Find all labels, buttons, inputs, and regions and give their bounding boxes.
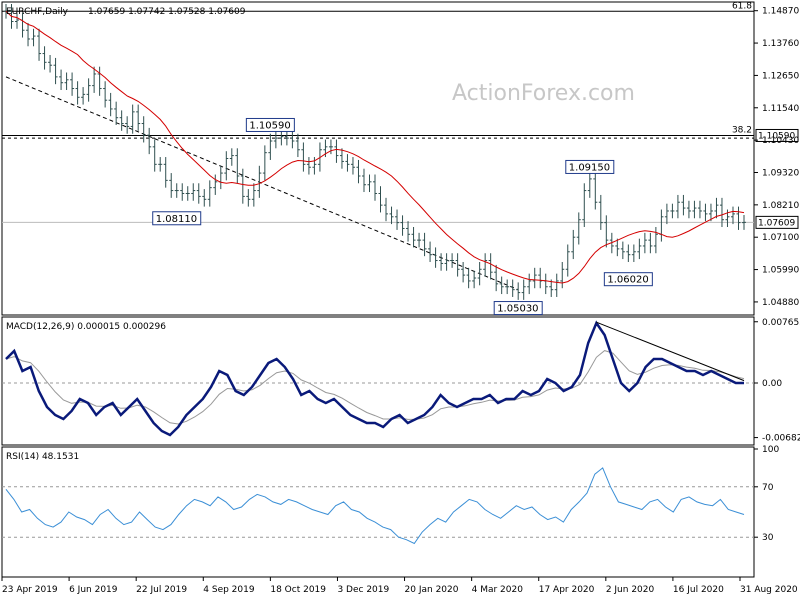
rsi-title: RSI(14) 48.1531 [6,452,79,462]
price-annotation-label: 1.10590 [249,120,290,131]
price-annotation-box [245,117,295,132]
macd-trendline [596,321,745,382]
price-y-tick-label: 1.08210 [762,201,799,211]
rsi-panel-frame [1,446,755,578]
price-ohlc: 1.07659 1.07742 1.07528 1.07609 [88,7,246,17]
price-y-tick-label: 1.14870 [762,7,799,17]
price-trendline [5,76,519,291]
macd-y-tick-label: 0.007655 [762,318,800,328]
x-tick-label: 31 Aug 2020 [740,585,798,595]
price-levels: 61.8 38.2 1.10590 1.07609 [2,1,799,291]
price-y-tick-label: 1.09320 [762,168,799,178]
price-y-tick-label: 1.11540 [762,104,799,114]
price-y-tick-label: 1.07100 [762,233,799,243]
x-tick-label: 4 Sep 2019 [203,585,255,595]
price-annotation-label: 1.06020 [607,275,648,286]
watermark: ActionForex.com [452,81,635,106]
price-annotation-label: 1.05030 [497,304,538,315]
rsi-y-tick-label: 70 [762,483,774,493]
x-tick-label: 23 Apr 2019 [2,585,58,595]
fib-label: 38.2 [732,125,752,135]
x-tick-label: 3 Dec 2019 [337,585,389,595]
price-panel-frame [1,1,755,316]
macd-line [5,320,744,437]
price-annotation-box [603,272,653,287]
macd-title: MACD(12,26,9) 0.000015 0.000296 [6,322,166,332]
price-y-tick-label: 1.13760 [762,39,799,49]
x-tick-label: 16 Jul 2020 [673,585,724,595]
x-tick-label: 22 Jul 2019 [136,585,187,595]
price-title: EURCHF,Daily [6,7,69,17]
macd-series: 0.007655 0.00 -0.006822 [2,318,800,444]
price-candles [4,4,746,300]
price-annotation-label: 1.08110 [156,214,197,225]
x-tick-label: 4 Mar 2020 [472,585,524,595]
price-annotations: 1.10590 1.08110 1.05030 1.09150 1.06020 [152,117,653,316]
price-y-tick-label: 1.05990 [762,266,799,276]
fib-label: 61.8 [732,1,752,11]
x-tick-label: 18 Oct 2019 [270,585,326,595]
price-annotation-box [565,159,615,174]
price-annotation-label: 1.09150 [569,162,610,173]
moving-average-line [5,10,745,284]
x-tick-label: 6 Jun 2019 [69,585,118,595]
macd-y-tick-label: 0.00 [762,379,782,389]
price-y-tick-label: 1.04880 [762,298,799,308]
x-tick-label: 17 Apr 2020 [539,585,595,595]
rsi-series: 100 70 30 [2,445,779,545]
current-price-label: 1.07609 [758,218,795,228]
x-tick-label: 20 Jan 2020 [405,585,459,595]
rsi-line [5,467,745,545]
price-annotation-box [152,211,202,226]
price-annotation-box [493,301,543,316]
current-price-label-box [755,215,799,229]
level-price-label: 1.10590 [758,131,795,141]
x-axis-ticks: 23 Apr 2019 6 Jun 2019 22 Jul 2019 4 Sep 20… [1,577,798,595]
price-y-ticks: 1.14870 1.13760 1.12650 1.11540 1.10430 1.093… [754,7,799,308]
price-ma [5,10,745,284]
price-y-tick-label: 1.12650 [762,71,799,81]
rsi-y-tick-label: 100 [762,445,779,455]
rsi-y-tick-label: 30 [762,533,774,543]
level-price-label-box [755,128,799,142]
x-tick-label: 2 Jun 2020 [606,585,655,595]
macd-y-tick-label: -0.006822 [762,434,800,444]
price-y-tick-label: 1.10430 [762,136,799,146]
